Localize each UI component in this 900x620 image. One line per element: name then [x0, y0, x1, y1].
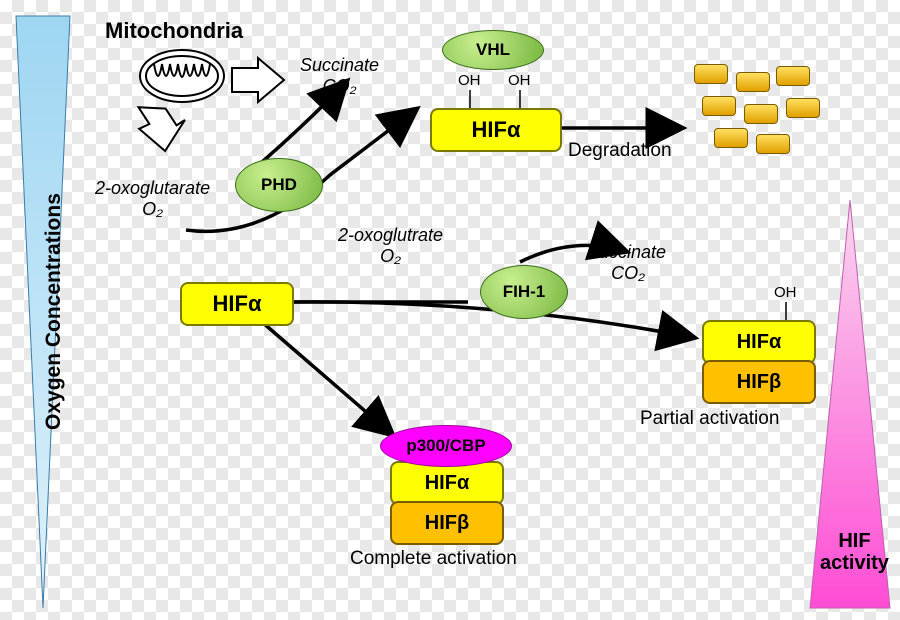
- hif-activity-label: HIF activity: [820, 530, 889, 574]
- degradation-fragment: [702, 96, 736, 116]
- p300-ellipse: p300/CBP: [380, 425, 512, 467]
- oxygen-axis-label: Oxygen Concentrations: [42, 193, 66, 430]
- degradation-fragment: [736, 72, 770, 92]
- partial-activation-label: Partial activation: [640, 408, 779, 430]
- mitochondria-icon: [140, 50, 224, 102]
- hif-alpha-top: HIFα: [430, 108, 562, 152]
- open-arrow-down: [128, 100, 187, 154]
- degradation-fragment: [744, 104, 778, 124]
- oh-2: OH: [508, 72, 531, 89]
- degradation-fragment: [786, 98, 820, 118]
- phd-ellipse: PHD: [235, 158, 323, 212]
- succinate-co2-mid: succinate CO₂: [590, 242, 666, 283]
- open-arrow-right: [232, 58, 284, 102]
- vhl-ellipse: VHL: [442, 30, 544, 70]
- hif-alpha-bot: HIFα: [390, 461, 504, 505]
- two-oxo-mid: 2-oxoglutrate O₂: [338, 225, 443, 266]
- degradation-label: Degradation: [568, 140, 672, 162]
- fih-ellipse: FIH-1: [480, 265, 568, 319]
- oh-3: OH: [774, 284, 797, 301]
- oh-1: OH: [458, 72, 481, 89]
- degradation-fragment: [714, 128, 748, 148]
- mitochondria-label: Mitochondria: [105, 18, 243, 44]
- succinate-co2-top: Succinate CO₂: [300, 55, 379, 96]
- hif-beta-bot: HIFβ: [390, 501, 504, 545]
- degradation-fragment: [776, 66, 810, 86]
- two-oxo-left: 2-oxoglutarate O₂: [95, 178, 210, 219]
- hif-beta-mid: HIFβ: [702, 360, 816, 404]
- complete-activation-label: Complete activation: [350, 548, 517, 570]
- hif-alpha-mid: HIFα: [702, 320, 816, 364]
- arrow-complete: [262, 322, 394, 436]
- hif-alpha-main: HIFα: [180, 282, 294, 326]
- degradation-fragment: [756, 134, 790, 154]
- degradation-fragment: [694, 64, 728, 84]
